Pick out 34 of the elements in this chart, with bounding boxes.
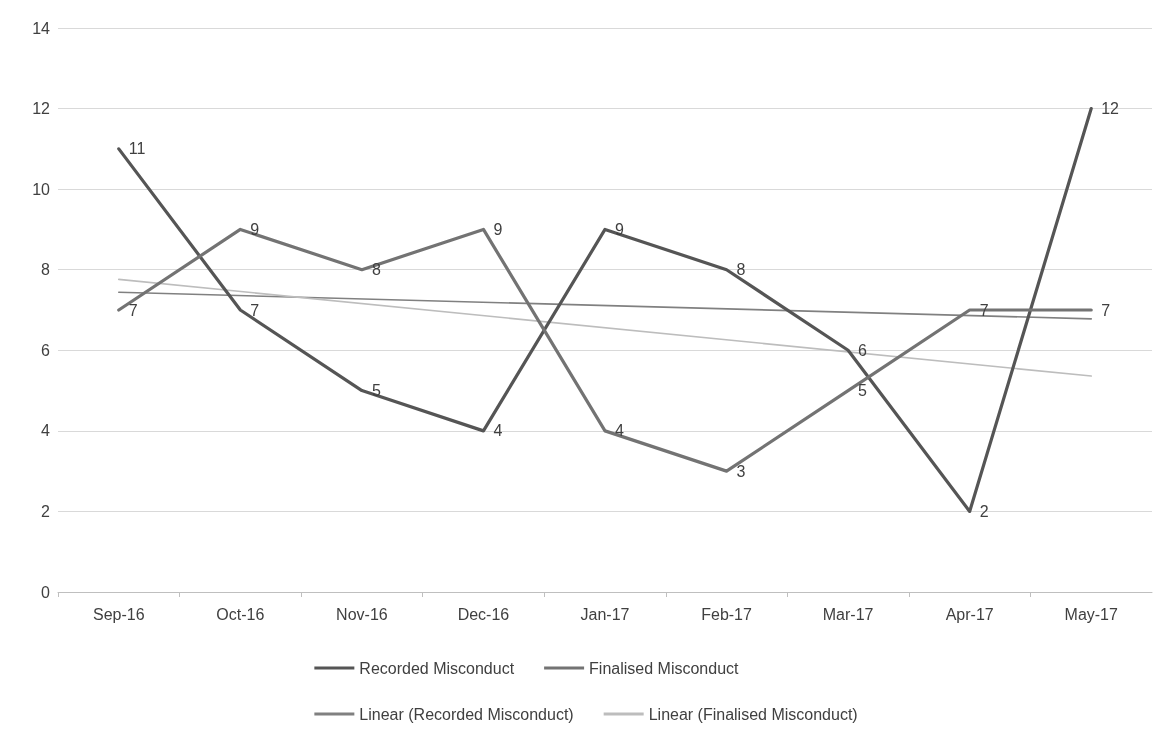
data-label: 9: [493, 220, 503, 238]
legend-label: Linear (Finalised Misconduct): [648, 705, 858, 723]
data-label: 3: [736, 462, 746, 480]
data-label: 7: [1101, 301, 1111, 319]
x-tick-label: Feb-17: [701, 605, 752, 623]
x-tick-label: Oct-16: [216, 605, 265, 623]
data-label: 6: [858, 341, 868, 359]
data-label: 5: [858, 382, 868, 400]
data-label: 7: [128, 301, 138, 319]
x-tick-label: Apr-17: [945, 605, 994, 623]
y-tick-label: 2: [41, 502, 51, 520]
x-tick-label: May-17: [1064, 605, 1118, 623]
data-label: 8: [736, 261, 746, 279]
legend-label: Linear (Recorded Misconduct): [359, 705, 574, 723]
legend-label: Recorded Misconduct: [359, 659, 515, 677]
y-tick-label: 0: [41, 583, 51, 601]
data-label: 8: [371, 261, 381, 279]
x-tick-label: Sep-16: [92, 605, 145, 623]
x-tick-label: Jan-17: [580, 605, 630, 623]
x-tick-label: Mar-17: [822, 605, 874, 623]
data-label: 12: [1101, 100, 1120, 118]
y-tick-label: 10: [32, 180, 51, 198]
y-tick-label: 14: [32, 19, 51, 37]
y-tick-label: 4: [41, 422, 51, 440]
data-label: 2: [979, 502, 989, 520]
x-tick-label: Dec-16: [457, 605, 510, 623]
y-tick-label: 12: [32, 100, 51, 118]
x-tick-label: Nov-16: [336, 605, 388, 623]
data-label: 4: [493, 422, 503, 440]
y-tick-label: 6: [41, 341, 51, 359]
data-label: 11: [128, 140, 146, 158]
y-tick-label: 8: [41, 261, 51, 279]
legend-label: Finalised Misconduct: [589, 659, 740, 677]
data-label: 7: [250, 301, 260, 319]
